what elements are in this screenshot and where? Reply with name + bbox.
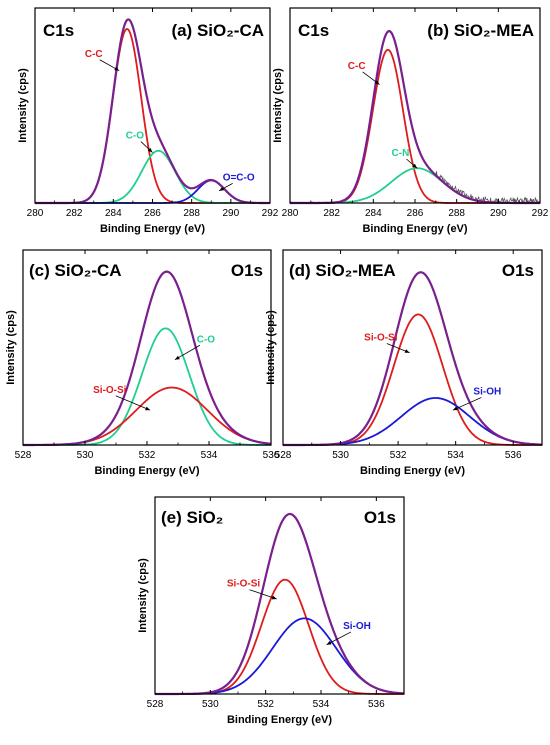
peak-label-c-c: C-C (348, 61, 366, 72)
peak-label-o-c-o: O=C-O (223, 172, 255, 183)
x-tick-label: 280 (282, 208, 299, 219)
annotation-arrow (249, 589, 277, 600)
x-tick-label: 536 (505, 450, 522, 461)
plot-frame (282, 249, 543, 446)
panel-title: (e) SiO₂ (161, 508, 223, 527)
annotation-arrowhead (374, 80, 380, 85)
x-tick-label: 288 (448, 208, 465, 219)
x-tick-label: 528 (275, 450, 292, 461)
x-tick-label: 534 (447, 450, 464, 461)
panel-title: (b) SiO₂-MEA (427, 21, 534, 40)
x-axis-label: Binding Energy (eV) (227, 714, 332, 726)
x-tick-label: 536 (263, 450, 280, 461)
envelope-curve (154, 512, 405, 696)
core-level-label: O1s (502, 261, 534, 280)
peak-label-c-o: C-O (126, 131, 145, 142)
peak-label-c-n: C-N (392, 148, 410, 159)
peak-label-si-o-si: Si-O-Si (93, 385, 127, 396)
component-curve-c-c (290, 48, 540, 204)
x-tick-label: 528 (147, 699, 164, 710)
annotation-arrowhead (271, 595, 277, 600)
panel-c: 528 530 532 534 536 Binding Energy (eV) Intens… (5, 249, 280, 477)
y-axis-label: Intensity (cps) (137, 558, 149, 633)
x-tick-label: 534 (201, 450, 218, 461)
x-tick-label: 532 (139, 450, 156, 461)
y-axis-label: Intensity (cps) (272, 68, 284, 143)
panel-a: 280 282 284 286 288 290 292 Binding Energy (eV)… (17, 7, 279, 235)
peak-label-c-c: C-C (85, 49, 103, 60)
y-axis-label: Intensity (cps) (17, 68, 29, 143)
x-axis-label: Binding Energy (eV) (100, 223, 205, 235)
x-tick-label: 280 (27, 208, 44, 219)
x-axis-label: Binding Energy (eV) (360, 465, 465, 477)
x-tick-label: 532 (390, 450, 407, 461)
annotation-arrowhead (326, 640, 332, 645)
x-tick-label: 530 (332, 450, 349, 461)
core-level-label: C1s (43, 21, 74, 40)
annotation-arrowhead (145, 406, 151, 411)
peak-label-si-oh: Si-OH (473, 387, 501, 398)
annotation-arrowhead (412, 163, 418, 169)
x-tick-label: 530 (77, 450, 94, 461)
x-tick-label: 536 (368, 699, 385, 710)
x-tick-label: 532 (257, 699, 274, 710)
component-curve-si-o-si (155, 578, 404, 695)
y-axis-label: Intensity (cps) (265, 310, 277, 385)
annotation-arrow (174, 344, 201, 361)
raw-spectrum-line (289, 29, 541, 205)
peak-label-si-o-si: Si-O-Si (227, 579, 261, 590)
component-curve-si-o-si (23, 386, 272, 446)
x-tick-label: 290 (490, 208, 507, 219)
x-axis-label: Binding Energy (eV) (362, 223, 467, 235)
peak-label-c-o: C-O (197, 334, 216, 345)
peak-label-si-o-si: Si-O-Si (364, 333, 398, 344)
x-tick-label: 534 (313, 699, 330, 710)
envelope-curve (22, 270, 272, 447)
component-curve-c-o (23, 327, 271, 446)
panel-title: (c) SiO₂-CA (29, 261, 122, 280)
panel-e: 528 530 532 534 536 Binding Energy (eV) Intens… (137, 496, 405, 726)
envelope-curve (282, 271, 543, 447)
x-tick-label: 282 (66, 208, 83, 219)
annotation-arrowhead (174, 355, 180, 360)
x-tick-label: 282 (323, 208, 340, 219)
peak-label-si-oh: Si-OH (343, 621, 371, 632)
panel-title: (a) SiO₂-CA (171, 21, 264, 40)
x-tick-label: 528 (15, 450, 32, 461)
annotation-arrowhead (452, 406, 458, 411)
annotation-arrow (115, 395, 151, 411)
x-tick-label: 530 (202, 699, 219, 710)
annotation-arrow (452, 397, 482, 411)
x-tick-label: 286 (144, 208, 161, 219)
x-tick-label: 292 (532, 208, 549, 219)
core-level-label: O1s (364, 508, 396, 527)
x-axis-label: Binding Energy (eV) (94, 465, 199, 477)
core-level-label: O1s (231, 261, 263, 280)
x-tick-label: 286 (407, 208, 424, 219)
component-curve-si-o-si (283, 313, 542, 446)
x-tick-label: 284 (365, 208, 382, 219)
annotation-arrowhead (219, 186, 225, 191)
panel-d: 528 530 532 534 536 Binding Energy (eV) Intens… (265, 249, 543, 477)
panel-b: 280 282 284 286 288 290 292 Binding Energy (eV)… (272, 7, 549, 235)
envelope-curve (289, 29, 541, 205)
x-tick-label: 292 (262, 208, 279, 219)
panel-title: (d) SiO₂-MEA (289, 261, 396, 280)
y-axis-label: Intensity (cps) (5, 310, 17, 385)
x-tick-label: 288 (183, 208, 200, 219)
annotation-arrowhead (147, 147, 153, 153)
annotation-arrowhead (114, 66, 120, 71)
annotation-arrowhead (404, 349, 410, 353)
plot-frame (154, 496, 405, 695)
x-tick-label: 284 (105, 208, 122, 219)
x-tick-label: 290 (222, 208, 239, 219)
core-level-label: C1s (298, 21, 329, 40)
